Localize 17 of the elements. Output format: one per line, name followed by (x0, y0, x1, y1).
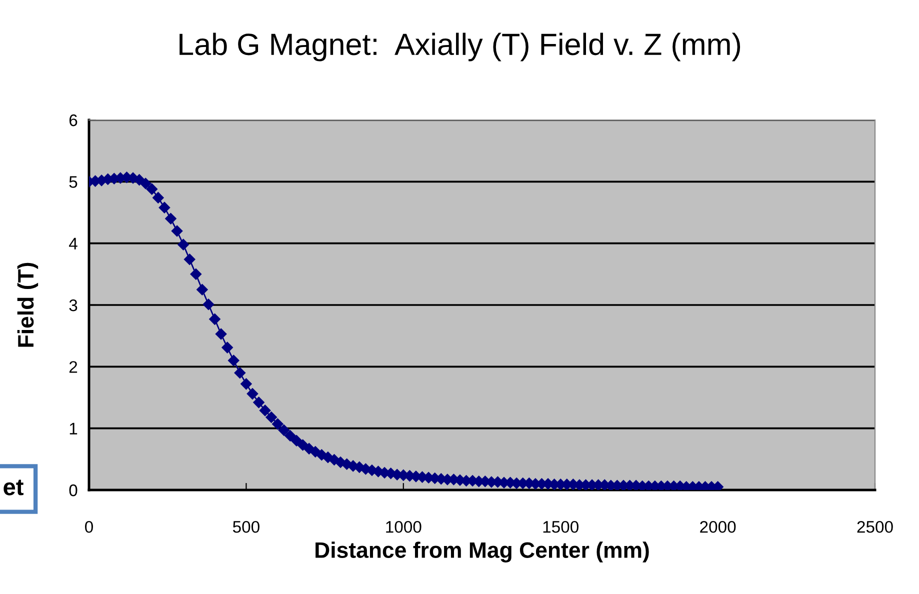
y-axis-title: Field (T) (17, 262, 38, 347)
x-tick-label: 1500 (543, 520, 578, 533)
y-tick-label: 5 (69, 176, 78, 188)
x-tick-label: 2500 (857, 520, 893, 533)
x-tick-label: 2000 (700, 520, 736, 533)
chart-title: Lab G Magnet: Axially (T) Field v. Z (mm) (180, 32, 740, 62)
x-tick-label: 0 (85, 520, 93, 533)
x-tick-label: 500 (232, 520, 260, 533)
y-tick-label: 0 (69, 484, 78, 496)
y-tick-label: 2 (69, 361, 78, 373)
y-tick-label: 3 (69, 299, 78, 312)
y-tick-label: 1 (70, 422, 78, 434)
x-axis-title: Distance from Mag Center (mm) (316, 542, 649, 562)
y-tick-label: 6 (69, 114, 78, 126)
y-tick-label: 4 (69, 238, 78, 250)
text: et (4, 480, 24, 496)
x-tick-label: 1000 (386, 520, 422, 533)
